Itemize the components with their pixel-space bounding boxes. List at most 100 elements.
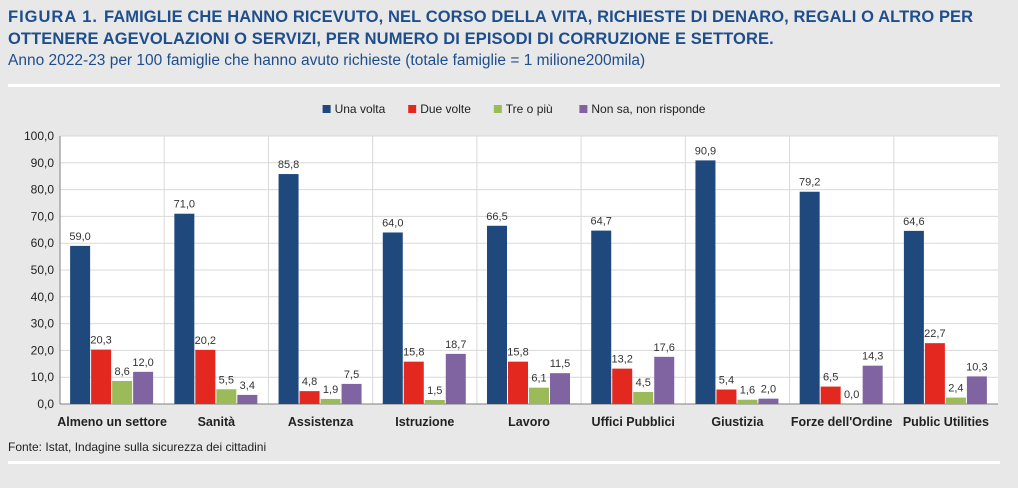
data-label: 3,4 (240, 380, 255, 392)
legend-swatch (322, 105, 331, 113)
figure-title-text: FAMIGLIE CHE HANNO RICEVUTO, NEL CORSO D… (8, 8, 974, 48)
bar (424, 399, 445, 404)
bar (550, 373, 570, 404)
data-label: 7,5 (344, 369, 359, 381)
bar (216, 389, 237, 404)
bar (654, 356, 675, 404)
bar (487, 225, 507, 404)
bar (382, 232, 403, 404)
y-tick-label: 40,0 (31, 290, 55, 304)
bar (862, 365, 883, 404)
y-tick-label: 30,0 (31, 317, 55, 331)
bar (508, 361, 528, 404)
bar (799, 191, 820, 404)
bar-chart: 0,0 10,0 20,0 30,0 40,0 50,0 60,0 70,0 80,0 90,0 1… (24, 102, 998, 429)
data-label: 71,0 (174, 199, 195, 211)
y-tick-label: 50,0 (31, 263, 55, 277)
data-label: 85,8 (278, 159, 299, 171)
x-tick-label: Uffici Pubblici (592, 415, 675, 429)
bar (903, 230, 924, 404)
data-label: 12,0 (132, 357, 153, 369)
bar (737, 399, 758, 404)
bar (591, 230, 612, 404)
data-label: 20,2 (195, 335, 216, 347)
data-label: 66,5 (486, 211, 507, 223)
data-label: 1,9 (323, 384, 338, 396)
data-label: 6,1 (531, 373, 546, 385)
data-label: 6,5 (823, 372, 838, 384)
y-tick-label: 90,0 (31, 156, 55, 170)
data-label: 15,8 (507, 347, 528, 359)
data-label: 64,6 (903, 216, 924, 228)
figure-title: FIGURA 1. FAMIGLIE CHE HANNO RICEVUTO, NE… (8, 6, 1010, 50)
y-tick-label: 0,0 (37, 397, 54, 411)
bar (758, 398, 779, 404)
data-label: 20,3 (90, 335, 111, 347)
data-label: 2,0 (761, 384, 776, 396)
y-tick-label: 100,0 (24, 129, 54, 143)
bar (924, 343, 945, 404)
y-tick-label: 70,0 (31, 209, 55, 223)
data-label: 64,0 (382, 217, 403, 229)
bar (966, 376, 987, 404)
y-tick-label: 20,0 (31, 343, 55, 357)
source-note: Fonte: Istat, Indagine sulla sicurezza d… (8, 440, 267, 454)
data-label: 2,4 (948, 383, 963, 395)
bar (820, 386, 841, 404)
data-label: 1,5 (427, 385, 442, 397)
bar (445, 353, 466, 404)
bar (195, 349, 216, 404)
bar (91, 349, 112, 404)
bar (320, 398, 341, 404)
bar (133, 371, 154, 404)
legend-swatch (408, 105, 417, 113)
bar (633, 391, 654, 404)
data-label: 22,7 (924, 328, 945, 340)
data-label: 13,2 (612, 354, 633, 366)
bar (112, 380, 133, 404)
data-label: 17,6 (654, 342, 675, 354)
data-label: 64,7 (591, 216, 612, 228)
legend-label: Una volta (335, 102, 386, 116)
x-tick-label: Almeno un settore (57, 415, 167, 429)
data-label: 4,5 (636, 377, 651, 389)
data-label: 5,5 (219, 374, 234, 386)
top-divider (8, 84, 1000, 87)
y-tick-label: 80,0 (31, 183, 55, 197)
data-label: 5,4 (719, 375, 734, 387)
bar (716, 389, 737, 404)
figure-label: FIGURA 1. (8, 8, 98, 26)
bar (612, 368, 633, 404)
x-tick-label: Istruzione (395, 415, 454, 429)
bar (529, 387, 549, 404)
data-label: 90,9 (695, 145, 716, 157)
x-tick-label: Lavoro (508, 415, 550, 429)
legend-label: Non sa, non risponde (591, 102, 705, 116)
figure-subtitle: Anno 2022-23 per 100 famiglie che hanno … (8, 52, 646, 69)
legend-label: Tre o più (506, 102, 553, 116)
bar (695, 160, 716, 404)
data-label: 79,2 (799, 177, 820, 189)
y-tick-label: 10,0 (31, 370, 55, 384)
data-label: 11,5 (550, 358, 571, 370)
data-label: 4,8 (302, 376, 317, 388)
bar (174, 213, 195, 404)
legend-swatch (579, 105, 588, 113)
x-tick-label: Assistenza (288, 415, 354, 429)
bar (237, 394, 258, 404)
data-label: 1,6 (740, 385, 755, 397)
data-label: 14,3 (862, 351, 883, 363)
data-label: 18,7 (445, 339, 466, 351)
data-label: 0,0 (844, 389, 859, 401)
bar (299, 391, 320, 404)
y-tick-label: 60,0 (31, 236, 55, 250)
bar (945, 397, 966, 404)
bar (403, 361, 424, 404)
legend-label: Due volte (420, 102, 471, 116)
data-label: 59,0 (69, 231, 90, 243)
data-label: 8,6 (114, 366, 129, 378)
data-label: 10,3 (966, 361, 987, 373)
bar (70, 245, 91, 404)
data-label: 15,8 (403, 347, 424, 359)
